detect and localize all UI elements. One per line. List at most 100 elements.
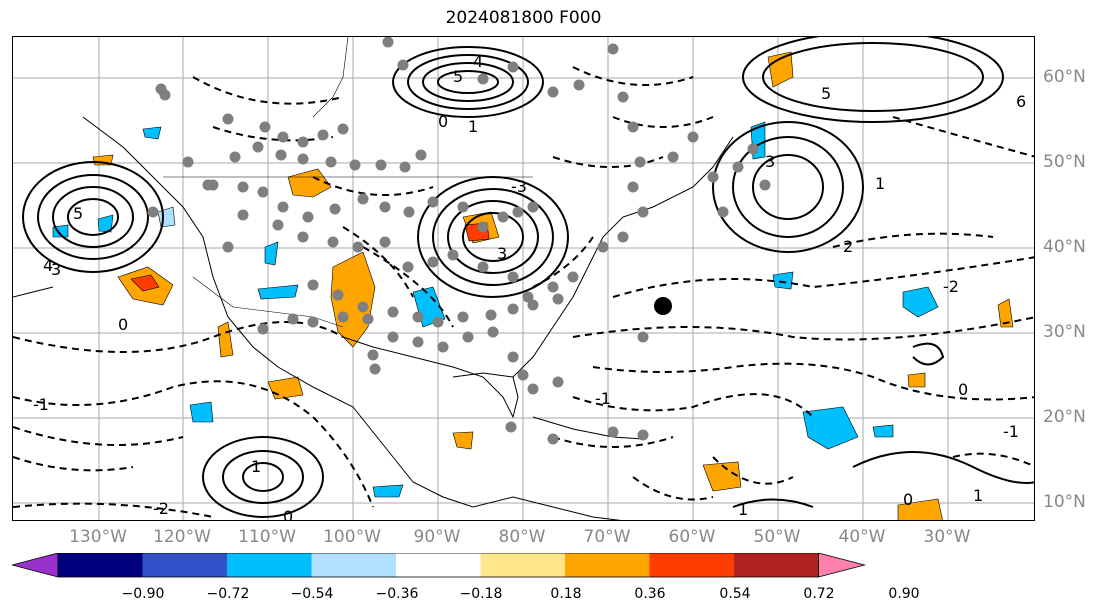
observation-marker [307,316,319,328]
observation-marker [252,141,264,153]
observation-marker [607,426,619,438]
blue-patch [264,241,279,266]
blue-patch [802,406,859,450]
observation-marker [759,179,771,191]
observation-marker [597,241,609,253]
blue-patch [372,484,404,498]
observation-marker [272,219,284,231]
contour-label: 1 [875,174,885,193]
contour-label: 1 [251,457,261,476]
colorbar-tick-label: −0.54 [290,586,334,602]
lon-label: 30°W [923,527,971,547]
orange-patch [267,376,304,400]
observation-marker [507,61,519,73]
observation-marker [382,37,394,48]
colorbar-segment [227,553,312,577]
observation-marker [567,271,579,283]
observation-marker [477,221,489,233]
highlight-marker [654,297,672,315]
map-panel: 5 4 3 5 4 3 5 3 2 1 -1 -1 -2 0 0 1 1 -2 … [12,36,1035,521]
contour-label: 5 [453,67,463,86]
observation-marker [257,323,269,335]
observation-marker [487,326,499,338]
colorbar-segment [396,553,481,577]
colorbar-segment [649,553,734,577]
contour-label: 6 [1016,92,1026,111]
contour-label: 0 [903,490,913,509]
observation-marker [627,181,639,193]
observation-marker [302,211,314,223]
observation-marker [352,241,364,253]
contour-label: -2 [943,277,959,296]
observation-marker [732,161,744,173]
observation-marker [222,241,234,253]
observation-marker [379,236,391,248]
observation-marker [573,79,585,91]
colorbar-tick-label: −0.18 [459,586,503,602]
observation-marker [667,151,679,163]
contour-label: -3 [511,177,527,196]
observation-marker [182,156,194,168]
orange-patch [897,498,943,520]
orange-patch [767,51,794,88]
observation-marker [497,211,509,223]
observation-marker [547,281,559,293]
map-canvas: 5 4 3 5 4 3 5 3 2 1 -1 -1 -2 0 0 1 1 -2 … [13,37,1034,520]
lat-label: 20°N [1043,407,1086,427]
observation-marker [547,433,559,445]
lon-label: 120°W [153,527,211,547]
observation-marker [399,161,411,173]
observation-marker [403,206,415,218]
observation-marker [367,349,379,361]
map-title: 2024081800 F000 [445,8,602,28]
lat-label: 10°N [1043,492,1086,512]
observation-markers [147,37,771,445]
colorbar-outline [57,553,819,578]
observation-marker [147,206,159,218]
observation-marker [297,136,309,148]
shaded-anomaly-patches [52,51,1014,520]
colorbar-tick-label: −0.90 [121,586,165,602]
colorbar-tick-label: −0.36 [375,586,419,602]
lon-label: 90°W [413,527,461,547]
blue-patch [872,424,894,438]
observation-marker [507,303,519,315]
observation-marker [357,301,369,313]
lon-label: 110°W [238,527,296,547]
contour-label: 1 [738,500,748,519]
contour-label: 3 [51,260,61,279]
observation-marker [237,209,249,221]
contour-label: 2 [843,237,853,256]
observation-marker [387,306,399,318]
observation-marker [332,289,344,301]
contour-label: 5 [821,84,831,103]
colorbar-extension-low [12,553,59,578]
observation-marker [369,363,381,375]
observation-marker [329,203,341,215]
contour-label: 1 [468,117,478,136]
contour-label: 0 [118,315,128,334]
observation-marker [522,291,534,303]
observation-marker [222,113,234,125]
colorbar-extension-high [818,553,867,578]
contour-label: 0 [958,380,968,399]
contour-label: -2 [153,499,169,518]
observation-marker [477,261,489,273]
contour-label: 1 [973,486,983,505]
observation-marker [512,206,524,218]
lon-label: 40°W [838,527,886,547]
colorbar-segment [734,553,819,577]
observation-marker [427,196,439,208]
observation-marker [277,131,289,143]
colorbar-segment [142,553,227,577]
observation-marker [307,279,319,291]
observation-marker [375,159,387,171]
observation-marker [297,153,309,165]
observation-marker [687,131,699,143]
observation-marker [462,331,474,343]
observation-marker [327,236,339,248]
lon-label: 50°W [753,527,801,547]
observation-marker [159,89,171,101]
blue-patch [189,401,214,423]
colorbar-tick-label: 0.36 [634,586,666,602]
